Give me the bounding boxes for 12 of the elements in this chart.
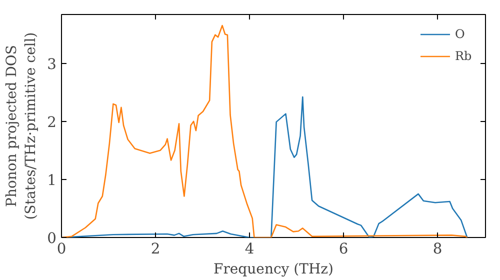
legend-label: O (455, 27, 466, 41)
x-tick-label: 4 (244, 240, 254, 258)
y-axis-title: Phonon projected DOS (States/THz·primitive cell) (4, 32, 40, 220)
x-tick-label: 2 (150, 240, 160, 258)
y-tick-label: 0 (47, 230, 57, 247)
y-tick-label: 1 (47, 172, 57, 189)
x-tick-label: 6 (338, 240, 348, 258)
legend-label: Rb (455, 49, 473, 63)
x-tick-label: 8 (432, 240, 442, 258)
x-axis-title: Frequency (THz) (213, 262, 334, 278)
y-tick-label: 3 (47, 56, 57, 73)
y-tick-label: 2 (47, 114, 57, 131)
